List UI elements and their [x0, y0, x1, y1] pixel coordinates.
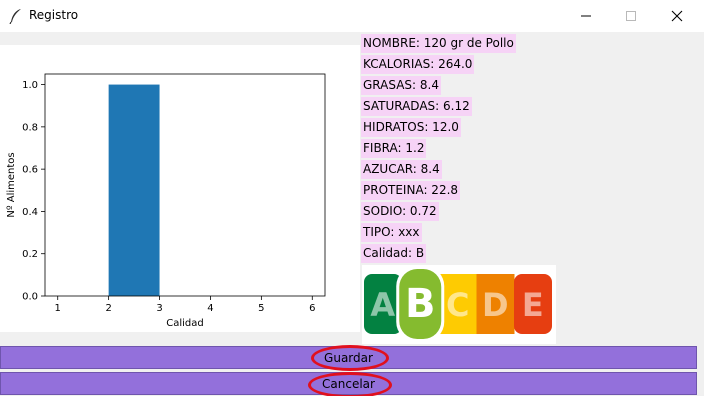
- y-tick-label: 0.0: [22, 292, 38, 303]
- nutriscore-letter-d: D: [482, 286, 509, 324]
- close-button[interactable]: [654, 0, 700, 32]
- x-tick-label: 3: [156, 303, 162, 314]
- x-tick-label: 1: [55, 303, 61, 314]
- x-tick-label: 5: [258, 303, 264, 314]
- info-tipo: TIPO: xxx: [361, 223, 422, 242]
- info-calidad: Calidad: B: [361, 244, 427, 263]
- close-icon: [671, 10, 683, 22]
- feather-icon: [9, 9, 21, 24]
- save-button[interactable]: Guardar: [0, 345, 697, 371]
- y-tick-label: 0.6: [22, 165, 38, 176]
- y-tick-label: 0.8: [22, 122, 38, 133]
- maximize-button[interactable]: [608, 0, 654, 32]
- nutriscore-segment-e: [514, 274, 552, 334]
- nutriscore-selected-pill: [399, 269, 442, 339]
- nutriscore-letter-c: C: [446, 286, 469, 324]
- cancel-button[interactable]: Cancelar: [0, 372, 697, 398]
- x-axis-label: Calidad: [166, 318, 204, 329]
- x-tick-label: 6: [309, 303, 315, 314]
- y-axis-label: Nº Alimentos: [6, 152, 17, 217]
- info-grasas: GRASAS: 8.4: [361, 76, 441, 95]
- y-tick-label: 0.2: [22, 249, 38, 260]
- minimize-icon: [581, 15, 591, 17]
- nutriscore-segment-d: [476, 274, 515, 334]
- info-hidratos: HIDRATOS: 12.0: [361, 118, 461, 137]
- window-title: Registro: [29, 8, 79, 22]
- info-fibra: FIBRA: 1.2: [361, 139, 427, 158]
- histogram-bar-0: [108, 84, 160, 296]
- quality-histogram: 1 2 3 4 5 6 0.0 0.2 0.4 0.6 0.8 1.0 Calidad Nº Alimen…: [0, 45, 360, 332]
- nutriscore-segment-c: [439, 274, 477, 334]
- minimize-button[interactable]: [563, 0, 609, 32]
- bottom-strip: [0, 396, 704, 404]
- nutriscore-graphic: A C D E B: [364, 266, 552, 342]
- info-saturadas: SATURADAS: 6.12: [361, 97, 472, 116]
- info-nombre: NOMBRE: 120 gr de Pollo: [361, 34, 516, 53]
- info-sodio: SODIO: 0.72: [361, 202, 439, 221]
- save-button-label: Guardar: [324, 350, 373, 365]
- y-tick-label: 0.4: [22, 207, 38, 218]
- nutriscore-segment-a: [364, 274, 402, 334]
- cancel-button-label: Cancelar: [322, 376, 375, 391]
- info-proteina: PROTEINA: 22.8: [361, 181, 461, 200]
- nutriscore-letter-a: A: [370, 286, 395, 324]
- histogram-svg: 1 2 3 4 5 6 0.0 0.2 0.4 0.6 0.8 1.0 Calidad Nº Alimen…: [6, 73, 326, 329]
- info-kcalorias: KCALORIAS: 264.0: [361, 55, 475, 74]
- x-tick-label: 2: [105, 303, 111, 314]
- plot-frame: [44, 73, 326, 297]
- nutriscore-letter-selected: B: [405, 281, 436, 327]
- info-azucar: AZUCAR: 8.4: [361, 160, 442, 179]
- x-tick-label: 4: [207, 303, 213, 314]
- maximize-icon: [626, 11, 636, 21]
- nutriscore-letter-e: E: [522, 286, 544, 324]
- title-bar[interactable]: Registro: [0, 0, 704, 32]
- y-tick-label: 1.0: [22, 80, 38, 91]
